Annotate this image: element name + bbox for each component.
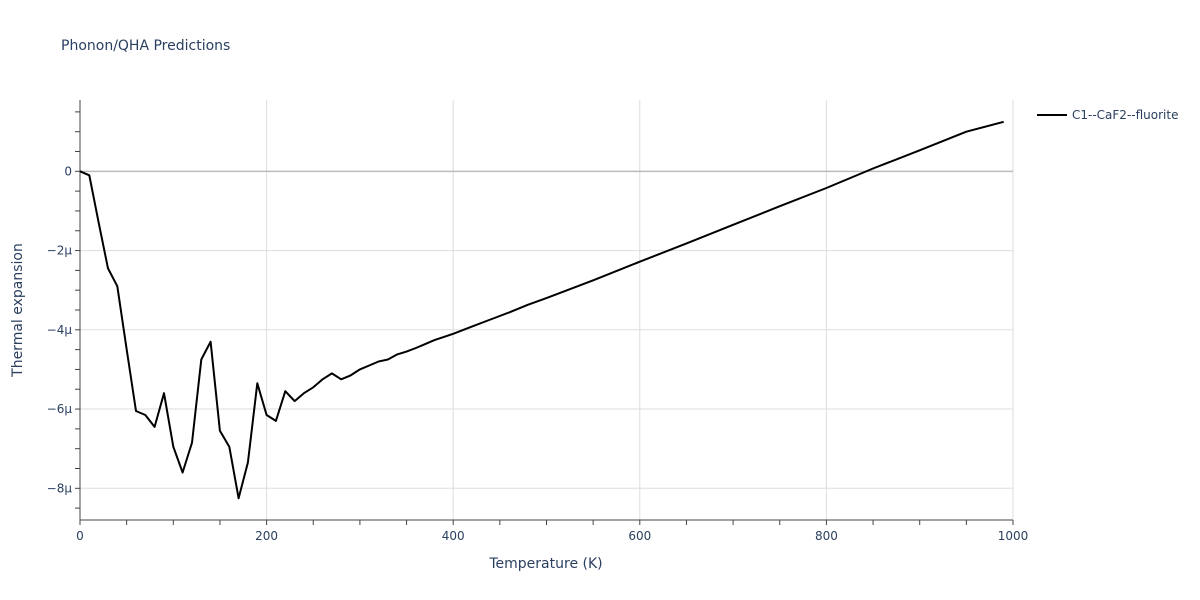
y-tick-label: −8µ	[47, 481, 73, 495]
legend-label: C1--CaF2--fluorite	[1072, 108, 1178, 122]
y-tick-label: −6µ	[47, 402, 73, 416]
tick-labels: 0 200 400 600 800 1000 0 −2µ −4µ −6µ −8µ	[47, 164, 1029, 543]
y-tick-label: −4µ	[47, 323, 73, 337]
axes	[75, 100, 1014, 525]
y-tick-label: −2µ	[47, 244, 73, 258]
x-axis-title: Temperature (K)	[488, 556, 602, 572]
y-tick-label: 0	[64, 164, 72, 178]
x-tick-label: 800	[815, 529, 838, 543]
x-tick-label: 600	[628, 529, 651, 543]
series-line	[79, 120, 1004, 500]
x-tick-label: 200	[255, 529, 278, 543]
y-axis-title: Thermal expansion	[10, 243, 26, 378]
chart-title: Phonon/QHA Predictions	[61, 38, 230, 54]
grid-lines	[80, 100, 1014, 520]
x-tick-label: 400	[442, 529, 465, 543]
x-tick-label: 1000	[998, 529, 1029, 543]
x-tick-label: 0	[76, 529, 84, 543]
legend[interactable]: C1--CaF2--fluorite	[1037, 108, 1178, 122]
series-lines	[79, 120, 1004, 500]
